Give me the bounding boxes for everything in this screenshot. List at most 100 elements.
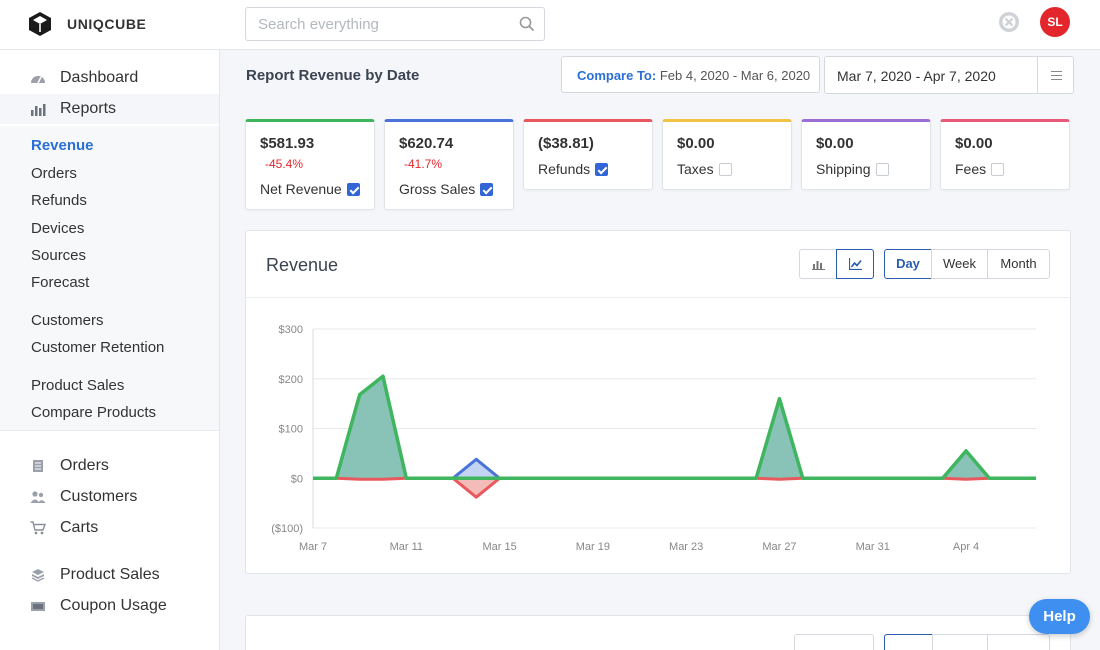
- secondary-panel-control[interactable]: [794, 634, 874, 650]
- x-tick-label: Mar 7: [299, 541, 327, 553]
- submenu-item-sources[interactable]: Sources: [31, 247, 87, 264]
- sidebar-item-label: Coupon Usage: [60, 597, 167, 614]
- reports-submenu: Revenue Orders Refunds Devices Sources F…: [0, 126, 219, 431]
- sidebar-item-carts[interactable]: Carts: [0, 513, 219, 543]
- metric-card-fees[interactable]: $0.00 Fees: [940, 119, 1070, 190]
- series-line-net-revenue: [313, 374, 1036, 480]
- submenu-item-compare-products[interactable]: Compare Products: [31, 404, 157, 421]
- metric-label: Shipping: [816, 161, 871, 177]
- metric-label-row: Net Revenue: [260, 181, 360, 197]
- secondary-panel-control[interactable]: [932, 634, 988, 650]
- metric-card-taxes[interactable]: $0.00 Taxes: [662, 119, 792, 190]
- metric-value: $620.74: [399, 135, 454, 152]
- metric-card-refunds[interactable]: ($38.81) Refunds: [523, 119, 653, 190]
- metric-checkbox[interactable]: [346, 183, 360, 196]
- sidebar-item-reports[interactable]: Reports: [0, 94, 219, 124]
- sidebar-item-dashboard[interactable]: Dashboard: [0, 63, 219, 93]
- submenu-item-forecast[interactable]: Forecast: [31, 274, 90, 291]
- x-tick-label: Mar 23: [669, 541, 703, 553]
- compare-range-text: Feb 4, 2020 - Mar 6, 2020: [659, 68, 811, 83]
- metric-checkbox[interactable]: [595, 163, 609, 176]
- line-chart-icon: [849, 258, 862, 270]
- secondary-panel: [245, 615, 1071, 650]
- submenu-item-devices[interactable]: Devices: [31, 220, 85, 237]
- metric-label: Gross Sales: [399, 181, 476, 197]
- cube-logo-icon[interactable]: [28, 11, 52, 37]
- sidebar: Dashboard Reports Revenue Orders Refunds…: [0, 50, 220, 650]
- line-chart-toggle[interactable]: [836, 249, 874, 279]
- metric-value: $0.00: [955, 135, 993, 152]
- cart-icon: [30, 521, 46, 535]
- x-tick-label: Mar 19: [576, 541, 610, 553]
- top-bar: UNIQCUBE SL: [0, 0, 1100, 50]
- submenu-item-revenue[interactable]: Revenue: [31, 137, 94, 154]
- submenu-item-customers[interactable]: Customers: [31, 312, 104, 329]
- compare-range-button[interactable]: Compare To: Feb 4, 2020 - Mar 6, 2020: [561, 56, 820, 93]
- sidebar-item-product-sales[interactable]: Product Sales: [0, 560, 219, 590]
- panel-divider: [246, 297, 1070, 298]
- users-icon: [30, 491, 46, 503]
- sidebar-item-label: Product Sales: [60, 566, 160, 583]
- metric-value: ($38.81): [538, 135, 594, 152]
- metric-card-gross-sales[interactable]: $620.74 -41.7% Gross Sales: [384, 119, 514, 210]
- metric-label-row: Refunds: [538, 161, 609, 177]
- metric-checkbox[interactable]: [875, 163, 889, 176]
- sidebar-item-coupon-usage[interactable]: Coupon Usage: [0, 591, 219, 621]
- series-line-gross-sales: [313, 374, 1036, 480]
- date-range-picker[interactable]: Mar 7, 2020 - Apr 7, 2020: [824, 56, 1038, 94]
- period-week-button[interactable]: Week: [931, 249, 988, 279]
- range-menu-button[interactable]: [1037, 56, 1074, 94]
- metric-label-row: Gross Sales: [399, 181, 494, 197]
- metric-label: Net Revenue: [260, 181, 342, 197]
- submenu-item-product-sales[interactable]: Product Sales: [31, 377, 125, 394]
- submenu-item-refunds[interactable]: Refunds: [31, 192, 87, 209]
- sidebar-item-label: Reports: [60, 100, 117, 117]
- revenue-chart-panel: Revenue Day Week Month $300 $200 $100 $0 ($1…: [245, 230, 1071, 574]
- series-line-refunds: [313, 476, 1036, 499]
- metric-label: Fees: [955, 161, 987, 177]
- x-tick-label: Mar 11: [390, 541, 423, 553]
- sidebar-item-label: Carts: [60, 519, 99, 536]
- boxes-icon: [31, 569, 45, 582]
- period-month-button[interactable]: Month: [987, 249, 1050, 279]
- sidebar-item-label: Dashboard: [60, 69, 139, 86]
- sidebar-item-customers[interactable]: Customers: [0, 482, 219, 512]
- metric-value: $0.00: [816, 135, 854, 152]
- menu-icon-line: [1051, 75, 1062, 76]
- metric-value: $0.00: [677, 135, 715, 152]
- list-icon: [33, 460, 43, 472]
- metric-checkbox[interactable]: [718, 163, 732, 176]
- metric-checkbox[interactable]: [991, 163, 1005, 176]
- metric-label-row: Fees: [955, 161, 1005, 177]
- bar-chart-icon: [812, 261, 825, 270]
- secondary-panel-control[interactable]: [884, 634, 933, 650]
- brand-name[interactable]: UNIQCUBE: [67, 16, 147, 32]
- metric-card-shipping[interactable]: $0.00 Shipping: [801, 119, 931, 190]
- metric-label: Taxes: [677, 161, 714, 177]
- search-input[interactable]: [246, 8, 506, 40]
- ticket-icon: [31, 602, 45, 611]
- period-day-button[interactable]: Day: [884, 249, 932, 279]
- sidebar-item-orders[interactable]: Orders: [0, 451, 219, 481]
- secondary-panel-control[interactable]: [987, 634, 1050, 650]
- metric-label-row: Shipping: [816, 161, 889, 177]
- search-box[interactable]: [245, 7, 545, 41]
- metric-card-net-revenue[interactable]: $581.93 -45.4% Net Revenue: [245, 119, 375, 210]
- compare-label: Compare To:: [577, 68, 657, 83]
- metric-label: Refunds: [538, 161, 591, 177]
- y-tick-label: $100: [279, 424, 303, 436]
- bar-chart-icon: [31, 104, 46, 116]
- search-icon[interactable]: [519, 16, 535, 32]
- x-tick-label: Mar 27: [762, 541, 796, 553]
- gauge-icon: [31, 76, 45, 84]
- submenu-item-customer-retention[interactable]: Customer Retention: [31, 339, 165, 356]
- series-area-refunds: [313, 478, 1036, 498]
- y-tick-label: $200: [279, 374, 303, 386]
- close-circle-icon[interactable]: [998, 11, 1020, 33]
- help-button[interactable]: Help: [1029, 599, 1090, 634]
- metric-checkbox[interactable]: [480, 183, 494, 196]
- menu-icon-line: [1051, 79, 1062, 80]
- avatar[interactable]: SL: [1040, 7, 1070, 37]
- submenu-item-orders[interactable]: Orders: [31, 165, 77, 182]
- bar-chart-toggle[interactable]: [799, 249, 837, 279]
